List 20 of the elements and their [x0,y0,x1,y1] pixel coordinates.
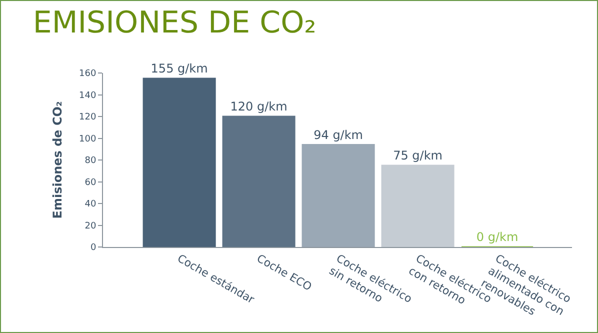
y-tick-label: 20 [84,221,96,232]
bar [302,144,375,247]
y-tick-label: 40 [84,200,96,210]
y-axis-title: Emisiones de CO₂ [50,101,64,219]
y-tick-label: 60 [84,178,96,188]
data-label: 120 g/km [230,100,288,114]
bar [142,78,216,247]
y-tick-label: 0 [90,243,96,254]
data-label: 75 g/km [393,148,442,162]
y-tick-label: 120 [79,112,96,123]
data-label: 0 g/km [476,230,518,244]
y-tick-label: 80 [84,156,96,166]
data-label: 155 g/km [150,61,208,76]
data-label: 94 g/km [314,128,363,142]
y-tick-label: 140 [79,90,96,101]
y-tick-label: 160 [79,69,96,80]
bar [381,164,454,247]
y-tick-label: 100 [79,134,96,144]
chart-title: EMISIONES DE CO₂ [32,6,316,41]
bar [222,116,296,247]
